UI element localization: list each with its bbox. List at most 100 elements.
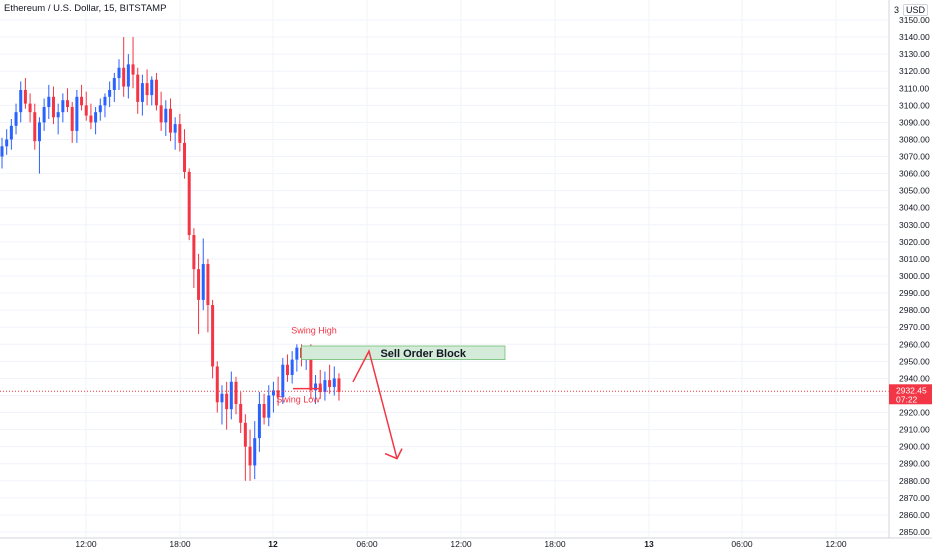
price-axis: 2850.00 2860.00 2870.00 2880.00 2890.00 2900.…: [888, 0, 932, 550]
candle: [140, 74, 144, 116]
candle-body: [5, 139, 9, 147]
candle-body: [253, 438, 257, 466]
swing-high-label: Swing High: [291, 325, 337, 335]
candle: [285, 354, 289, 382]
candle: [33, 103, 37, 150]
candle-body: [75, 96, 79, 131]
candle: [201, 238, 205, 311]
candle-body: [19, 89, 23, 113]
candle: [117, 59, 121, 90]
price-tick-label: 3100.00: [899, 100, 930, 110]
price-tick-label: 3150.00: [899, 15, 930, 25]
candle-body: [89, 115, 93, 123]
candle: [197, 253, 201, 335]
candle-body: [215, 366, 219, 403]
candle-body: [328, 380, 332, 387]
candle: [187, 168, 191, 241]
price-tag-countdown: 07:22: [896, 394, 918, 404]
candle-body: [262, 404, 266, 418]
candle: [23, 78, 27, 109]
candle: [168, 98, 172, 142]
candle-body: [164, 108, 168, 123]
candle-body: [47, 96, 51, 108]
candle: [332, 366, 336, 396]
candle-body: [323, 380, 327, 393]
candle: [131, 37, 135, 89]
candle: [253, 421, 257, 480]
candle: [267, 385, 271, 427]
grid-lines: [0, 0, 888, 537]
candles-layer: [0, 37, 341, 481]
candle-body: [201, 264, 205, 300]
candle: [37, 117, 41, 174]
candle: [173, 117, 177, 150]
order-block-zone: [301, 345, 506, 360]
candle-body: [173, 124, 177, 133]
candle-body: [117, 67, 121, 79]
candle: [70, 101, 74, 143]
price-tick-label: 3090.00: [899, 117, 930, 127]
candle: [206, 258, 210, 333]
candle: [56, 103, 60, 135]
candle-body: [332, 378, 336, 387]
price-tick-label: 2910.00: [899, 425, 930, 435]
candle: [0, 137, 4, 169]
price-tick-label: 3010.00: [899, 254, 930, 264]
candle: [234, 376, 238, 415]
candle-body: [187, 171, 191, 236]
candle: [80, 84, 84, 111]
candle: [47, 84, 51, 119]
candle-body: [243, 422, 247, 447]
time-tick-label: 12:00: [450, 539, 472, 549]
candle-body: [295, 347, 299, 360]
candle: [89, 103, 93, 130]
candle-body: [61, 100, 65, 113]
candle-body: [225, 393, 229, 410]
candle-body: [23, 89, 27, 104]
price-tick-label: 3050.00: [899, 186, 930, 196]
candle: [51, 86, 55, 125]
candle-body: [267, 395, 271, 418]
time-tick-label: 18:00: [169, 539, 191, 549]
candle-body: [14, 112, 18, 126]
time-tick-label: 06:00: [731, 539, 753, 549]
candle: [318, 369, 322, 399]
annotations-layer: Sell Order Block Swing High Swing Low: [0, 325, 889, 460]
candle: [164, 100, 168, 137]
candle-body: [103, 96, 107, 106]
candle: [136, 67, 140, 114]
candle-body: [220, 393, 224, 403]
projection-arrowhead: [384, 448, 403, 460]
candle: [290, 351, 294, 384]
candle-body: [290, 359, 294, 375]
time-tick-label: 12:00: [75, 539, 97, 549]
candle: [178, 113, 182, 152]
scale-mode-button[interactable]: 3: [893, 5, 899, 15]
price-tick-label: 3140.00: [899, 32, 930, 42]
time-tick-label: 13: [644, 539, 654, 549]
symbol-title[interactable]: Ethereum / U.S. Dollar, 15, BITSTAMP: [4, 3, 167, 14]
candle-body: [271, 390, 275, 396]
candle-body: [9, 125, 13, 140]
candle: [9, 118, 13, 150]
price-tick-label: 2860.00: [899, 510, 930, 520]
candle: [211, 299, 215, 379]
time-tick-label: 18:00: [544, 539, 566, 549]
candle: [112, 72, 116, 102]
candle: [14, 103, 18, 135]
candle-body: [229, 381, 233, 410]
price-tick-label: 2900.00: [899, 442, 930, 452]
candle: [215, 361, 219, 413]
candle-body: [211, 305, 215, 367]
candle: [94, 107, 98, 135]
price-tag: [889, 384, 932, 405]
candle-body: [84, 105, 88, 116]
candle: [42, 98, 46, 131]
candle-body: [66, 100, 70, 108]
currency-label[interactable]: USD: [902, 4, 928, 16]
candle-body: [126, 64, 130, 87]
price-tick-label: 3020.00: [899, 237, 930, 247]
candle-body: [122, 67, 126, 87]
candle-body: [70, 107, 74, 131]
